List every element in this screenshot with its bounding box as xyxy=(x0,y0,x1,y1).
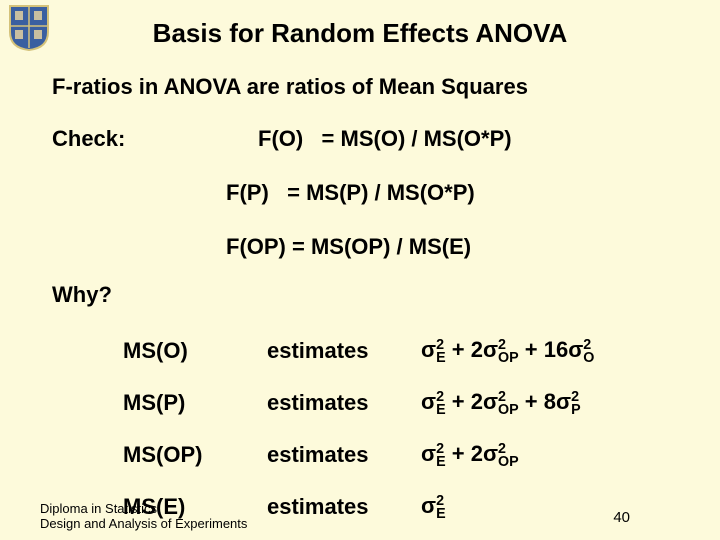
why-label: Why? xyxy=(52,282,112,308)
table-row: MS(OP) estimates σ2E + 2σ2OP xyxy=(122,430,595,480)
variance-expression: σ2E + 2σ2OP + 8σ2P xyxy=(420,378,595,428)
equation-fop: F(OP) = MS(OP) / MS(E) xyxy=(226,234,471,260)
sub: E xyxy=(436,404,446,417)
sigma: σ xyxy=(568,337,583,362)
sigma: σ xyxy=(483,337,498,362)
variance-expression: σ2E xyxy=(420,482,595,532)
estimates-word: estimates xyxy=(266,378,418,428)
sub: OP xyxy=(498,456,519,469)
sub: E xyxy=(436,352,446,365)
eq-lhs: F(O) xyxy=(258,126,303,151)
sigma: σ xyxy=(421,337,436,362)
ms-label: MS(P) xyxy=(122,378,264,428)
estimates-word: estimates xyxy=(266,482,418,532)
sigma: σ xyxy=(483,389,498,414)
plus: + xyxy=(446,389,471,414)
ms-label: MS(OP) xyxy=(122,430,264,480)
sub: OP xyxy=(498,404,519,417)
coef: 2 xyxy=(471,337,483,362)
ms-label: MS(O) xyxy=(122,326,264,376)
footer-text: Diploma in Statistics Design and Analysi… xyxy=(40,501,247,532)
eq-lhs: F(P) xyxy=(226,180,269,205)
variance-expression: σ2E + 2σ2OP + 16σ2O xyxy=(420,326,595,376)
estimates-word: estimates xyxy=(266,326,418,376)
plus: + xyxy=(446,337,471,362)
sub: E xyxy=(436,456,446,469)
sigma: σ xyxy=(421,389,436,414)
estimates-word: estimates xyxy=(266,430,418,480)
eq-rhs: = MS(P) / MS(O*P) xyxy=(287,180,475,205)
slide: Basis for Random Effects ANOVA F-ratios … xyxy=(0,0,720,540)
check-label: Check: xyxy=(52,126,125,152)
page-number: 40 xyxy=(613,509,630,526)
eq-rhs: = MS(OP) / MS(E) xyxy=(292,234,471,259)
footer-line: Design and Analysis of Experiments xyxy=(40,516,247,531)
coef: 16 xyxy=(544,337,568,362)
sub: O xyxy=(583,352,594,365)
plus: + xyxy=(519,337,544,362)
footer-line: Diploma in Statistics xyxy=(40,501,157,516)
slide-title: Basis for Random Effects ANOVA xyxy=(0,18,720,49)
variance-expression: σ2E + 2σ2OP xyxy=(420,430,595,480)
sub: P xyxy=(571,404,581,417)
equation-fo: F(O) = MS(O) / MS(O*P) xyxy=(258,126,512,152)
table-row: MS(P) estimates σ2E + 2σ2OP + 8σ2P xyxy=(122,378,595,428)
sigma: σ xyxy=(556,389,571,414)
table-row: MS(O) estimates σ2E + 2σ2OP + 16σ2O xyxy=(122,326,595,376)
sub: E xyxy=(436,508,446,521)
eq-rhs: = MS(O) / MS(O*P) xyxy=(322,126,512,151)
coef: 8 xyxy=(544,389,556,414)
sub: OP xyxy=(498,352,519,365)
sigma: σ xyxy=(483,441,498,466)
sigma: σ xyxy=(421,441,436,466)
coef: 2 xyxy=(471,441,483,466)
plus: + xyxy=(446,441,471,466)
equation-fp: F(P) = MS(P) / MS(O*P) xyxy=(226,180,475,206)
slide-subtitle: F-ratios in ANOVA are ratios of Mean Squ… xyxy=(52,74,528,100)
sigma: σ xyxy=(421,493,436,518)
coef: 2 xyxy=(471,389,483,414)
plus: + xyxy=(519,389,544,414)
eq-lhs: F(OP) xyxy=(226,234,286,259)
